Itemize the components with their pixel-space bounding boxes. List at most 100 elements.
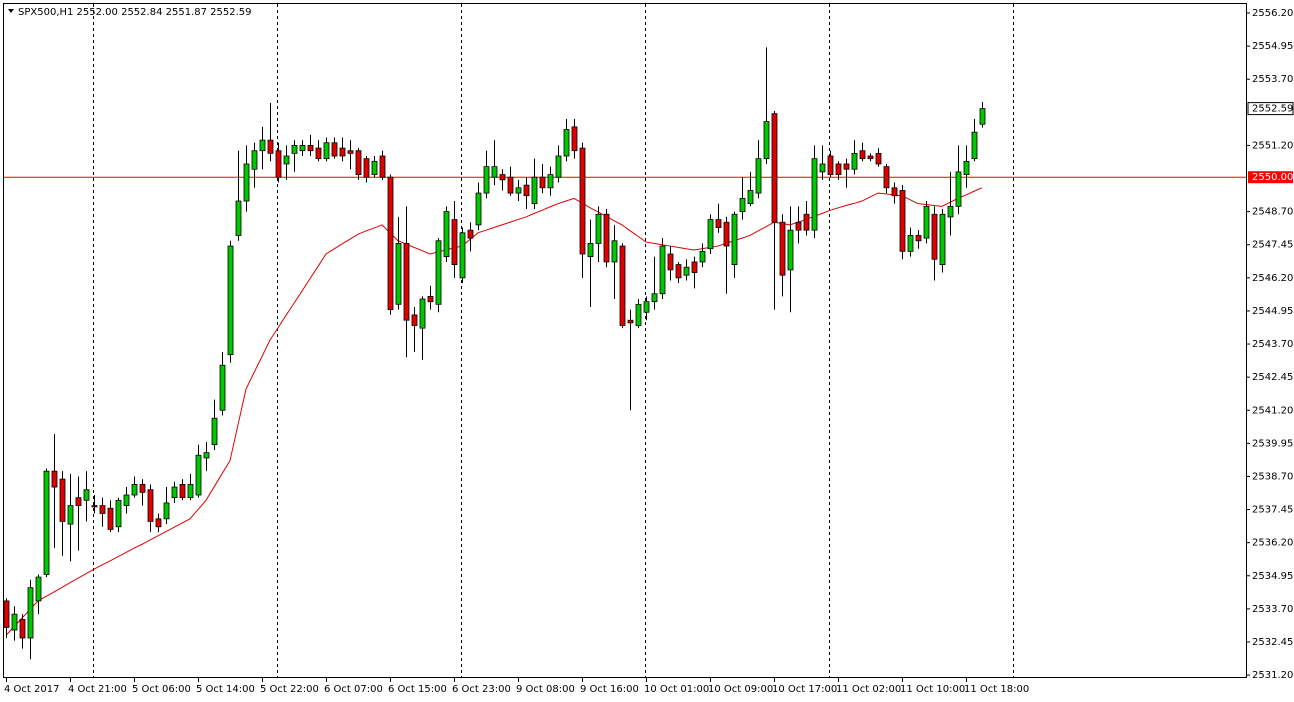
x-tick-label: 9 Oct 16:00 — [580, 684, 639, 695]
candle-body — [923, 205, 930, 239]
candle-body — [227, 245, 234, 356]
candle-body — [747, 190, 754, 205]
candle-body — [83, 489, 90, 501]
candle-body — [467, 229, 474, 239]
y-tick-label: 2531.20 — [1252, 670, 1293, 681]
candle-body — [411, 314, 418, 326]
last-price-label: 2552.59 — [1252, 104, 1293, 115]
candle-body — [435, 240, 442, 305]
x-tick-label: 5 Oct 14:00 — [196, 684, 255, 695]
moving-average — [5, 187, 983, 636]
x-tick-label: 10 Oct 01:00 — [644, 684, 709, 695]
candle-body — [683, 266, 690, 276]
candle-body — [19, 619, 26, 639]
candle-body — [395, 243, 402, 305]
x-tick-label: 9 Oct 08:00 — [516, 684, 575, 695]
candle-body — [771, 113, 778, 223]
candle-body — [619, 245, 626, 326]
candle-body — [123, 494, 130, 506]
candle-body — [803, 213, 810, 231]
candle-body — [875, 152, 882, 165]
candle-body — [499, 174, 506, 181]
candle-body — [235, 200, 242, 236]
candle-body — [355, 150, 362, 175]
candle-body — [483, 166, 490, 194]
candle-body — [883, 166, 890, 189]
candle-body — [419, 298, 426, 329]
candle-body — [787, 229, 794, 271]
candle-body — [811, 158, 818, 231]
candle-body — [99, 505, 106, 514]
candle-body — [843, 163, 850, 170]
candle-body — [707, 219, 714, 250]
x-tick-label: 10 Oct 09:00 — [708, 684, 773, 695]
y-tick-label: 2548.70 — [1252, 207, 1293, 218]
candle-body — [587, 243, 594, 258]
candle-body — [795, 221, 802, 231]
candle-body — [971, 131, 978, 160]
candle-body — [459, 232, 466, 279]
y-tick-label: 2546.20 — [1252, 273, 1293, 284]
candle-body — [427, 295, 434, 303]
x-tick-label: 4 Oct 21:00 — [68, 684, 127, 695]
candle-body — [723, 221, 730, 247]
candle-body — [859, 150, 866, 160]
candle-body — [643, 301, 650, 313]
candle-body — [203, 452, 210, 459]
candle-body — [515, 187, 522, 194]
candle-body — [739, 197, 746, 213]
menu-icon — [8, 9, 14, 13]
candle-body — [659, 245, 666, 295]
y-tick-label: 2554.95 — [1252, 41, 1293, 52]
candle-body — [299, 145, 306, 152]
candle-body — [115, 499, 122, 528]
candle-body — [251, 150, 258, 170]
candle-body — [523, 184, 530, 197]
candle-body — [371, 160, 378, 175]
candle-body — [835, 163, 842, 175]
period-separators — [93, 4, 1014, 677]
y-tick-label: 2542.45 — [1252, 372, 1293, 383]
candle-body — [331, 142, 338, 157]
candle-body — [43, 470, 50, 575]
candle-body — [651, 293, 658, 303]
candle-body — [35, 576, 42, 602]
y-tick-label: 2556.20 — [1252, 8, 1293, 19]
candle-body — [955, 171, 962, 207]
candle-body — [139, 484, 146, 493]
candle-body — [187, 484, 194, 499]
candle-body — [91, 505, 98, 508]
candle-body — [667, 253, 674, 271]
candle-body — [763, 121, 770, 160]
y-tick-label: 2541.20 — [1252, 405, 1293, 416]
x-tick-label: 11 Oct 02:00 — [836, 684, 901, 695]
x-tick-label: 11 Oct 18:00 — [964, 684, 1029, 695]
candle-body — [403, 243, 410, 321]
y-tick-label: 2536.20 — [1252, 538, 1293, 549]
candle-body — [107, 507, 114, 530]
x-tick-label: 11 Oct 10:00 — [900, 684, 965, 695]
candle-body — [603, 213, 610, 263]
candle-body — [475, 192, 482, 226]
candle-body — [451, 219, 458, 265]
candle-body — [363, 158, 370, 178]
candle-body — [195, 454, 202, 496]
candle-body — [27, 587, 34, 639]
chart-title: SPX500,H1 2552.00 2552.84 2551.87 2552.5… — [18, 7, 252, 18]
candle-body — [387, 176, 394, 311]
level-label: 2550.00 — [1252, 172, 1293, 183]
candle-body — [571, 126, 578, 152]
candle-body — [907, 235, 914, 252]
candle-body — [635, 303, 642, 326]
candle-body — [155, 518, 162, 528]
candle-body — [243, 163, 250, 202]
candle-body — [731, 213, 738, 265]
candle-body — [867, 155, 874, 160]
candle-body — [347, 150, 354, 154]
candle-body — [579, 147, 586, 255]
y-tick-label: 2533.70 — [1252, 604, 1293, 615]
candle-body — [283, 155, 290, 165]
